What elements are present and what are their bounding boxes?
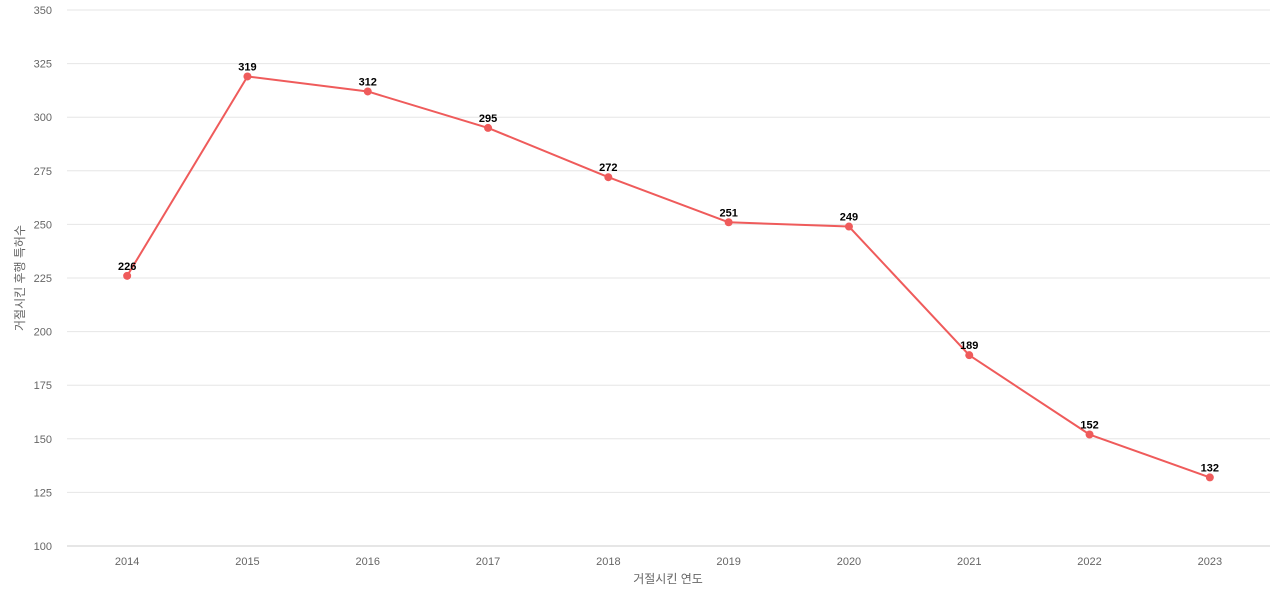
data-point[interactable] bbox=[1205, 473, 1214, 482]
y-tick-label: 100 bbox=[34, 541, 52, 553]
y-tick-label: 225 bbox=[34, 273, 52, 285]
data-point[interactable] bbox=[965, 351, 974, 360]
series-line bbox=[126, 75, 1211, 479]
data-label: 152 bbox=[1080, 420, 1098, 432]
y-tick-label: 250 bbox=[34, 219, 52, 231]
data-label: 295 bbox=[479, 113, 497, 125]
x-tick-label: 2019 bbox=[716, 556, 740, 568]
data-label: 251 bbox=[719, 207, 737, 219]
y-axis-title: 거절시킨 후행 특허수 bbox=[12, 225, 27, 331]
x-axis-title: 거절시킨 연도 bbox=[633, 572, 703, 586]
data-point[interactable] bbox=[363, 87, 372, 96]
data-point[interactable] bbox=[604, 173, 613, 182]
data-label: 312 bbox=[359, 76, 377, 88]
x-tick-label: 2023 bbox=[1198, 556, 1222, 568]
data-label: 132 bbox=[1201, 462, 1219, 474]
x-tick-label: 2017 bbox=[476, 556, 500, 568]
y-tick-label: 325 bbox=[34, 59, 52, 71]
y-tick-label: 200 bbox=[34, 327, 52, 339]
data-point[interactable] bbox=[1085, 430, 1094, 439]
x-tick-label: 2021 bbox=[957, 556, 981, 568]
data-label: 226 bbox=[118, 261, 136, 273]
data-point[interactable] bbox=[243, 72, 252, 81]
data-label: 189 bbox=[960, 340, 978, 352]
data-label: 249 bbox=[840, 212, 858, 224]
data-label-layer: 226 319 312 295 272 251 249 189 152 132 bbox=[118, 61, 1219, 474]
data-point[interactable] bbox=[123, 271, 132, 280]
grid-layer bbox=[67, 9, 1270, 547]
x-tick-label: 2016 bbox=[356, 556, 380, 568]
data-label: 272 bbox=[599, 162, 617, 174]
data-point[interactable] bbox=[484, 123, 493, 132]
data-label: 319 bbox=[238, 61, 256, 73]
data-point[interactable] bbox=[724, 218, 733, 227]
y-tick-label: 275 bbox=[34, 166, 52, 178]
y-axis-ticks: 100 125 150 175 200 225 250 275 300 325 350 bbox=[34, 5, 52, 553]
x-tick-label: 2015 bbox=[235, 556, 259, 568]
x-tick-label: 2018 bbox=[596, 556, 620, 568]
x-axis-ticks: 2014 2015 2016 2017 2018 2019 2020 2021 2022 2023 bbox=[115, 556, 1222, 568]
data-point[interactable] bbox=[844, 222, 853, 231]
x-tick-label: 2020 bbox=[837, 556, 861, 568]
series-layer bbox=[123, 72, 1214, 482]
y-tick-label: 350 bbox=[34, 5, 52, 17]
x-tick-label: 2014 bbox=[115, 556, 139, 568]
y-tick-label: 300 bbox=[34, 112, 52, 124]
y-tick-label: 175 bbox=[34, 380, 52, 392]
y-tick-label: 150 bbox=[34, 434, 52, 446]
y-tick-label: 125 bbox=[34, 487, 52, 499]
x-tick-label: 2022 bbox=[1077, 556, 1101, 568]
